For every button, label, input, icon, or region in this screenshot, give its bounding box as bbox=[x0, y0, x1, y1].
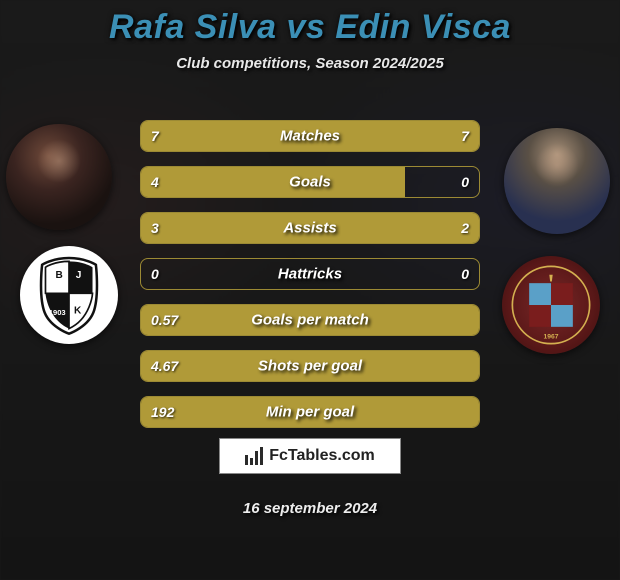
stat-row: 00Hattricks bbox=[140, 258, 480, 290]
trabzonspor-icon: 1967 bbox=[509, 263, 593, 347]
date-text: 16 september 2024 bbox=[0, 500, 620, 517]
brand-logo: FcTables.com bbox=[219, 438, 401, 474]
stat-label: Assists bbox=[141, 220, 479, 237]
svg-text:1967: 1967 bbox=[544, 334, 559, 341]
stat-label: Matches bbox=[141, 128, 479, 145]
svg-text:B: B bbox=[56, 270, 63, 281]
subtitle: Club competitions, Season 2024/2025 bbox=[0, 55, 620, 72]
besiktas-icon: B J K 1903 bbox=[27, 253, 111, 337]
brand-text: FcTables.com bbox=[269, 447, 375, 465]
svg-text:K: K bbox=[74, 305, 82, 316]
stats-bars: 77Matches 40Goals 32Assists 00Hattricks 0.57… bbox=[140, 120, 480, 442]
stat-label: Min per goal bbox=[141, 404, 479, 421]
stat-label: Goals per match bbox=[141, 312, 479, 329]
stat-label: Goals bbox=[141, 174, 479, 191]
stat-row: 4.67Shots per goal bbox=[140, 350, 480, 382]
stat-label: Hattricks bbox=[141, 266, 479, 283]
comparison-container: Rafa Silva vs Edin Visca Club competitio… bbox=[0, 0, 620, 580]
page-title: Rafa Silva vs Edin Visca bbox=[0, 0, 620, 47]
svg-text:1903: 1903 bbox=[49, 308, 66, 317]
stat-row: 77Matches bbox=[140, 120, 480, 152]
stat-label: Shots per goal bbox=[141, 358, 479, 375]
stat-row: 0.57Goals per match bbox=[140, 304, 480, 336]
stat-row: 32Assists bbox=[140, 212, 480, 244]
player2-club-badge: 1967 bbox=[502, 256, 600, 354]
player1-avatar bbox=[6, 124, 112, 230]
chart-icon bbox=[245, 447, 265, 465]
player2-avatar bbox=[504, 128, 610, 234]
stat-row: 192Min per goal bbox=[140, 396, 480, 428]
stat-row: 40Goals bbox=[140, 166, 480, 198]
svg-text:J: J bbox=[76, 270, 82, 281]
player1-club-badge: B J K 1903 bbox=[20, 246, 118, 344]
